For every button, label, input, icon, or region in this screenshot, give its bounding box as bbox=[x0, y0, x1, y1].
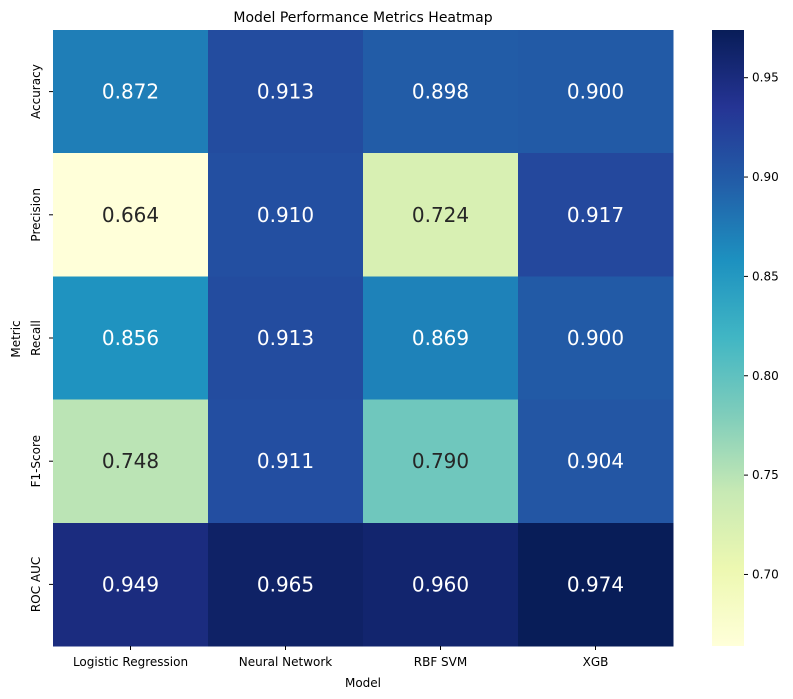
heatmap-cell bbox=[208, 276, 364, 401]
colorbar: 0.70 0.75 0.80 0.85 0.90 0.95 bbox=[712, 30, 779, 646]
y-tick-label: F1-Score bbox=[29, 435, 43, 487]
x-tick-label: XGB bbox=[583, 655, 609, 669]
cell-value-label: 0.872 bbox=[102, 80, 159, 104]
cell-value-label: 0.664 bbox=[102, 203, 159, 227]
heatmap-cell bbox=[363, 153, 519, 277]
heatmap-cell bbox=[363, 522, 519, 647]
cell-value-label: 0.900 bbox=[567, 326, 624, 350]
chart-title: Model Performance Metrics Heatmap bbox=[233, 10, 492, 26]
heatmap-cell bbox=[208, 30, 364, 154]
cell-value-label: 0.913 bbox=[257, 80, 314, 104]
heatmap-cell bbox=[208, 522, 364, 647]
cell-value-label: 0.913 bbox=[257, 326, 314, 350]
x-tick-label: Neural Network bbox=[239, 655, 333, 669]
colorbar-tick-label: 0.80 bbox=[752, 369, 779, 383]
colorbar-tick-label: 0.70 bbox=[752, 567, 779, 581]
heatmap-cell bbox=[518, 399, 674, 524]
heatmap-cell bbox=[208, 399, 364, 524]
heatmap-cell bbox=[518, 276, 674, 401]
heatmap-cell bbox=[518, 153, 674, 277]
cell-value-label: 0.790 bbox=[412, 449, 469, 473]
x-tick-label: RBF SVM bbox=[414, 655, 467, 669]
cell-value-label: 0.869 bbox=[412, 326, 469, 350]
y-tick-label: Precision bbox=[29, 188, 43, 242]
colorbar-tick-label: 0.85 bbox=[752, 269, 779, 283]
heatmap-cell bbox=[53, 153, 209, 277]
cell-value-label: 0.856 bbox=[102, 326, 159, 350]
cell-value-label: 0.965 bbox=[257, 572, 314, 596]
heatmap-cell bbox=[363, 399, 519, 524]
heatmap-cell bbox=[518, 522, 674, 647]
heatmap-cell bbox=[53, 522, 209, 647]
heatmap-cell bbox=[208, 153, 364, 277]
cell-value-label: 0.904 bbox=[567, 449, 624, 473]
cell-value-label: 0.917 bbox=[567, 203, 624, 227]
cell-value-label: 0.949 bbox=[102, 572, 159, 596]
cell-value-label: 0.960 bbox=[412, 572, 469, 596]
heatmap-cell bbox=[53, 30, 209, 154]
cell-value-label: 0.911 bbox=[257, 449, 314, 473]
colorbar-tick-label: 0.90 bbox=[752, 170, 779, 184]
cell-value-label: 0.898 bbox=[412, 80, 469, 104]
cell-value-label: 0.724 bbox=[412, 203, 469, 227]
y-axis-label: Metric bbox=[9, 320, 23, 357]
heatmap-cell bbox=[363, 30, 519, 154]
cell-value-label: 0.910 bbox=[257, 203, 314, 227]
y-tick-label: ROC AUC bbox=[29, 557, 43, 612]
y-tick-label: Accuracy bbox=[29, 64, 43, 119]
colorbar-gradient bbox=[712, 30, 744, 646]
x-axis-label: Model bbox=[345, 676, 381, 690]
cell-value-label: 0.974 bbox=[567, 572, 624, 596]
heatmap-cell bbox=[363, 276, 519, 401]
colorbar-tick-label: 0.75 bbox=[752, 468, 779, 482]
heatmap-cell bbox=[53, 399, 209, 524]
y-tick-label: Recall bbox=[29, 320, 43, 356]
heatmap-cells: 0.872 0.913 0.898 0.900 0.664 0.910 0.724 0.917… bbox=[53, 30, 674, 647]
heatmap-cell bbox=[518, 30, 674, 154]
x-axis-ticks: Logistic Regression Neural Network RBF SVM… bbox=[73, 646, 608, 669]
cell-value-label: 0.900 bbox=[567, 80, 624, 104]
heatmap-cell bbox=[53, 276, 209, 401]
colorbar-tick-label: 0.95 bbox=[752, 71, 779, 85]
x-tick-label: Logistic Regression bbox=[73, 655, 188, 669]
colorbar-ticks: 0.70 0.75 0.80 0.85 0.90 0.95 bbox=[744, 71, 779, 581]
cell-value-label: 0.748 bbox=[102, 449, 159, 473]
y-axis-ticks: Accuracy Precision Recall F1-Score ROC AUC bbox=[29, 64, 53, 612]
